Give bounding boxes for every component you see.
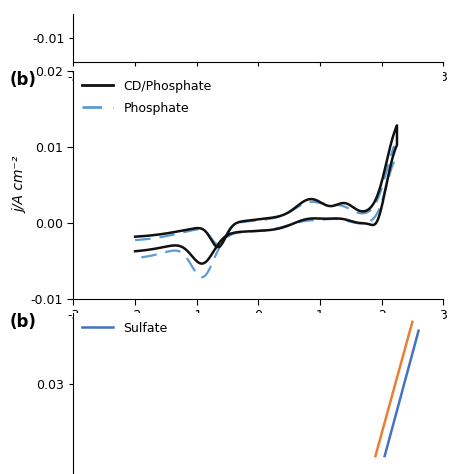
Text: (b): (b) (9, 313, 36, 331)
Legend: Sulfate: Sulfate (80, 319, 170, 337)
Y-axis label: j/A cm⁻²: j/A cm⁻² (14, 156, 28, 213)
Text: (b): (b) (9, 71, 36, 89)
X-axis label: E/V vs SCE: E/V vs SCE (221, 328, 295, 342)
Legend: CD/Phosphate, Phosphate: CD/Phosphate, Phosphate (80, 77, 214, 117)
X-axis label: E/V vs SCE: E/V vs SCE (221, 86, 295, 100)
